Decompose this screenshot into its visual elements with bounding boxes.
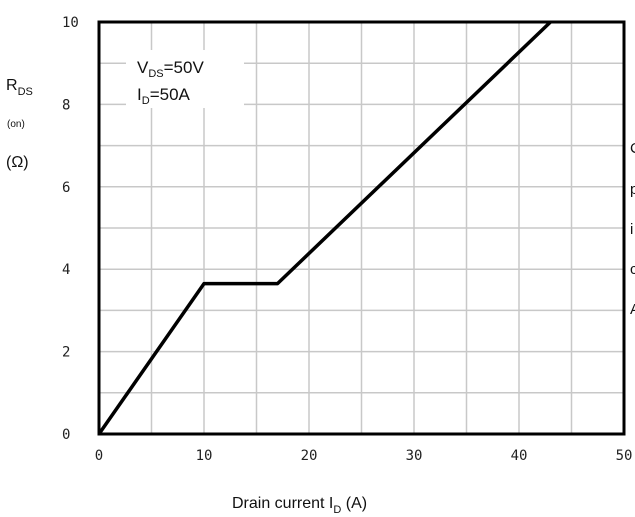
side-text-char-0: C <box>630 140 635 157</box>
x-tick-label-30: 30 <box>406 448 423 464</box>
annotation-vds: VDS=50V <box>137 58 204 80</box>
y-tick-label-0: 0 <box>62 427 70 443</box>
annotation-background <box>126 50 244 108</box>
side-text-char-1: p <box>630 181 635 198</box>
y-tick-label-10: 10 <box>62 15 79 31</box>
x-tick-label-0: 0 <box>95 448 103 464</box>
side-text-char-4: A <box>630 301 635 318</box>
series-layer <box>97 20 552 436</box>
y-tick-label-6: 6 <box>62 180 70 196</box>
x-tick-labels: 0 10 20 30 40 50 <box>95 448 633 464</box>
y-tick-labels: 0 2 4 6 8 10 <box>62 15 79 443</box>
y-tick-label-2: 2 <box>62 345 70 361</box>
series-line-0 <box>97 20 552 436</box>
x-tick-label-50: 50 <box>616 448 633 464</box>
side-text-char-3: c <box>630 261 635 278</box>
annotation-id: ID=50A <box>137 85 191 107</box>
side-text: Cp i c A <box>630 140 635 318</box>
x-tick-label-40: 40 <box>511 448 528 464</box>
x-tick-label-20: 20 <box>301 448 318 464</box>
y-axis-label: RDS <box>6 77 33 98</box>
y-axis-unit: (Ω) <box>6 154 29 171</box>
y-axis-label-note: (on) <box>7 119 25 130</box>
side-text-char-2: i <box>630 221 633 238</box>
plot-frame <box>97 20 626 436</box>
y-tick-label-4: 4 <box>62 262 70 278</box>
x-tick-label-10: 10 <box>196 448 213 464</box>
y-tick-label-8: 8 <box>62 97 70 113</box>
x-axis-label: Drain current ID (A) <box>232 495 367 516</box>
